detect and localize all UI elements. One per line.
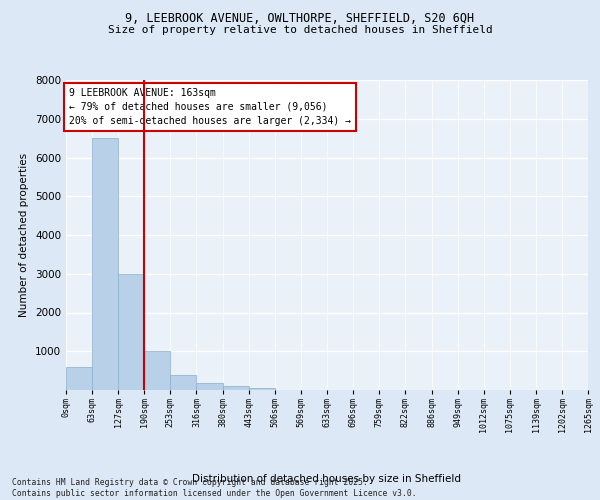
Y-axis label: Number of detached properties: Number of detached properties bbox=[19, 153, 29, 317]
Bar bbox=[223, 386, 249, 390]
Bar bbox=[196, 384, 223, 390]
Bar bbox=[170, 376, 196, 390]
Text: Size of property relative to detached houses in Sheffield: Size of property relative to detached ho… bbox=[107, 25, 493, 35]
Text: Contains HM Land Registry data © Crown copyright and database right 2025.
Contai: Contains HM Land Registry data © Crown c… bbox=[12, 478, 416, 498]
Bar bbox=[145, 351, 170, 390]
Bar bbox=[92, 138, 118, 390]
Bar bbox=[249, 388, 275, 390]
Bar bbox=[66, 367, 92, 390]
X-axis label: Distribution of detached houses by size in Sheffield: Distribution of detached houses by size … bbox=[193, 474, 461, 484]
Text: 9 LEEBROOK AVENUE: 163sqm
← 79% of detached houses are smaller (9,056)
20% of se: 9 LEEBROOK AVENUE: 163sqm ← 79% of detac… bbox=[70, 88, 352, 126]
Text: 9, LEEBROOK AVENUE, OWLTHORPE, SHEFFIELD, S20 6QH: 9, LEEBROOK AVENUE, OWLTHORPE, SHEFFIELD… bbox=[125, 12, 475, 26]
Bar bbox=[118, 274, 145, 390]
